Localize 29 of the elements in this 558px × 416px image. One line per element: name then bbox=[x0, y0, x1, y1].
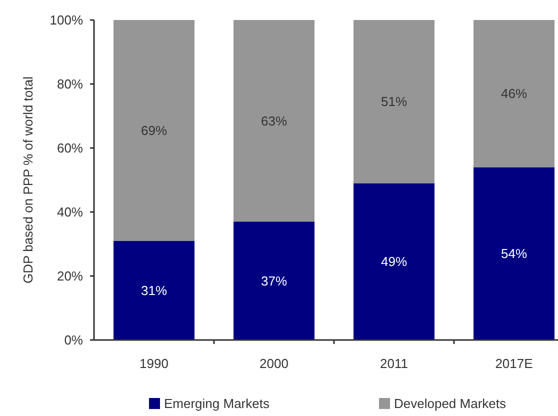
data-label: 46% bbox=[500, 86, 528, 102]
y-tick-label: 80% bbox=[56, 76, 84, 92]
x-tick-label: 2017E bbox=[495, 356, 534, 371]
y-tick-label: 0% bbox=[64, 332, 84, 348]
data-label: 31% bbox=[140, 282, 168, 298]
data-label: 49% bbox=[380, 254, 408, 270]
data-label: 63% bbox=[260, 113, 288, 128]
bar bbox=[474, 167, 554, 340]
bar bbox=[114, 240, 194, 340]
bar bbox=[474, 20, 554, 168]
y-tick-label: 100% bbox=[50, 12, 84, 28]
legend-label: Emerging Markets bbox=[164, 396, 270, 411]
data-label: 54% bbox=[500, 246, 528, 262]
y-tick-label: 20% bbox=[56, 268, 84, 284]
y-axis-title: GDP based on PPP % of world total bbox=[20, 76, 36, 284]
data-label: 51% bbox=[380, 94, 408, 110]
data-label: 69% bbox=[140, 122, 168, 138]
bar bbox=[234, 20, 314, 222]
bar bbox=[354, 183, 434, 340]
x-tick-label: 2011 bbox=[380, 356, 408, 371]
bar bbox=[234, 222, 314, 340]
x-tick-label: 2000 bbox=[260, 356, 288, 371]
y-tick-label: 60% bbox=[56, 140, 84, 156]
bar bbox=[354, 20, 434, 184]
legend-label: Developed Markets bbox=[394, 396, 506, 411]
y-tick-label: 40% bbox=[56, 204, 84, 220]
x-tick-label: 1990 bbox=[140, 356, 168, 371]
data-label: 37% bbox=[260, 273, 288, 288]
bar bbox=[114, 20, 194, 241]
